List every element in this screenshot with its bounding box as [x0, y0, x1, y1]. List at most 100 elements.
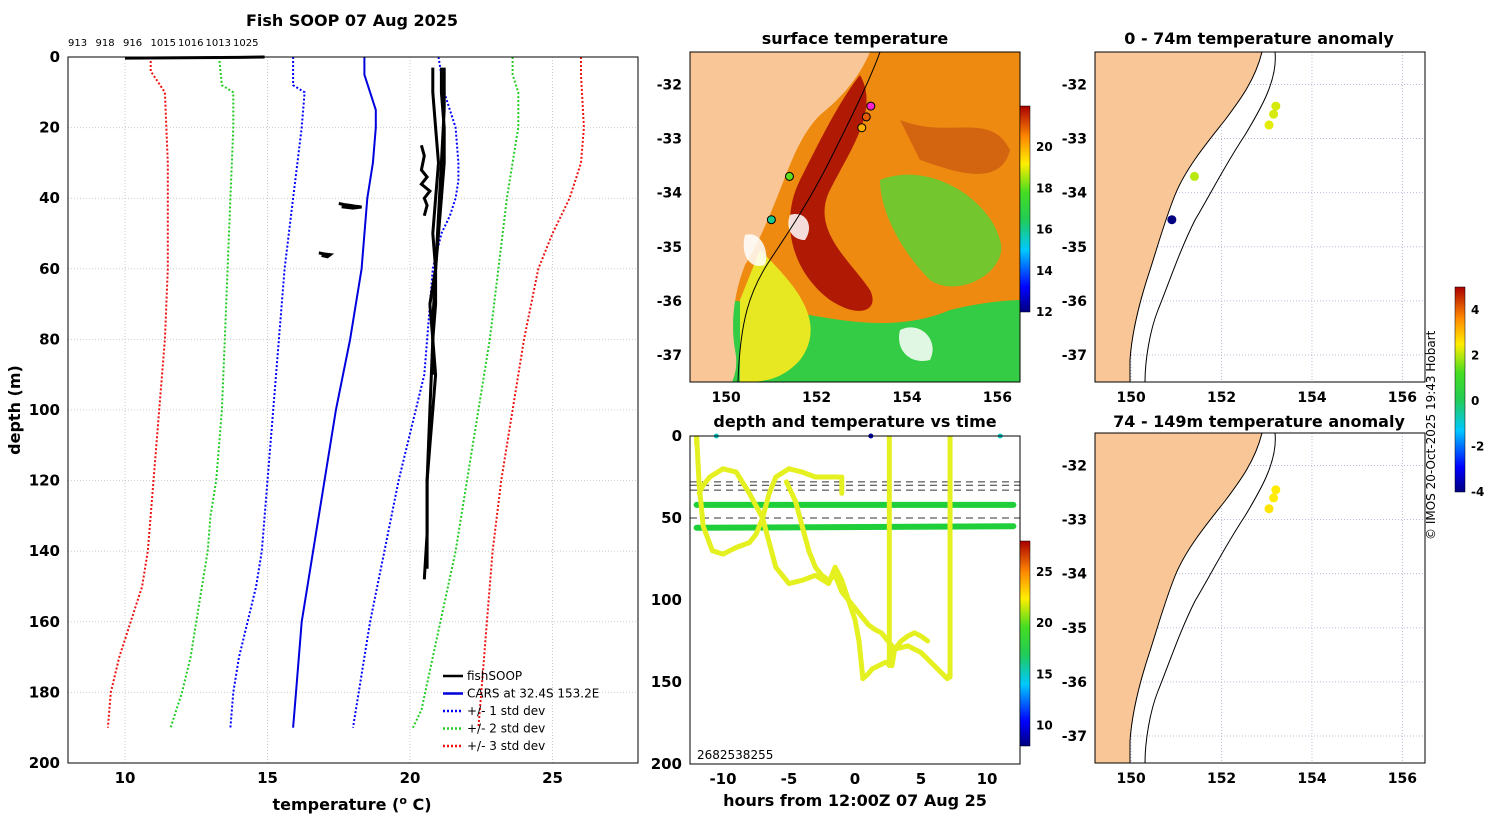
- profile-ytick-label: 180: [29, 683, 60, 701]
- profile-title: Fish SOOP 07 Aug 2025: [246, 11, 458, 30]
- map-lat-label: -35: [657, 240, 682, 256]
- map-lon-label: 152: [1207, 390, 1236, 406]
- sst-track-point: [857, 123, 867, 133]
- depth-time-series: [693, 436, 1017, 682]
- legend-label: +/- 1 std dev: [467, 704, 545, 718]
- legend-label: CARS at 32.4S 153.2E: [467, 687, 599, 701]
- profile-line: [106, 57, 169, 728]
- copyright-note: © IMOS 20-Oct-2025 19:43 Hobart: [1424, 330, 1438, 540]
- colorbar-tick-label: 0: [1471, 394, 1479, 408]
- profile-legend: fishSOOP CARS at 32.4S 153.2E +/- 1 std de…: [443, 669, 599, 753]
- map-lat-label: -32: [657, 77, 682, 93]
- fishsoop-trace: [431, 67, 446, 375]
- map-lon-label: 150: [1117, 390, 1146, 406]
- map-lon-label: 154: [1297, 390, 1326, 406]
- profile-panel: Fish SOOP 07 Aug 2025 913 918 916 1015 1016 1…: [5, 11, 639, 814]
- profile-ytick-label: 0: [50, 48, 60, 66]
- colorbar-tick-label: 14: [1036, 264, 1053, 278]
- anomaly-point: [1271, 485, 1281, 495]
- pressure-label: 913: [68, 38, 87, 49]
- depth-time-xtick-label: 0: [850, 770, 860, 788]
- map-lat-label: -34: [657, 186, 683, 202]
- anomaly-deep-ticks: 150 152 154 156 -32 -33 -34 -35 -36 -37: [1062, 458, 1417, 787]
- pressure-label: 1015: [151, 38, 176, 49]
- anomaly-point: [1189, 171, 1199, 181]
- depth-time-annotation: 2682538255: [697, 748, 773, 762]
- colorbar-tick-label: 20: [1036, 140, 1053, 154]
- map-lat-label: -37: [1062, 729, 1087, 745]
- sst-track-point: [861, 112, 871, 122]
- depth-time-ytick-label: 150: [651, 673, 682, 691]
- fishsoop-trace: [338, 202, 362, 210]
- anomaly-shallow-points: [1167, 101, 1281, 225]
- profile-xtick-label: 20: [400, 769, 421, 787]
- map-lat-label: -36: [1062, 675, 1087, 691]
- depth-time-colorbar-ticks: 10 15 20 25: [1036, 565, 1053, 733]
- profile-ytick-label: 80: [39, 330, 60, 348]
- profile-ytick-label: 20: [39, 119, 60, 137]
- profile-line: [229, 57, 306, 728]
- profile-line: [411, 57, 520, 729]
- colorbar-tick-label: 4: [1471, 303, 1479, 317]
- profile-ytick-label: 60: [39, 260, 60, 278]
- depth-trace: [693, 523, 1017, 531]
- profile-xtick-label: 15: [257, 769, 278, 787]
- depth-time-ytick-label: 50: [661, 509, 682, 527]
- depth-time-xtick-label: -5: [781, 770, 798, 788]
- colorbar-tick-label: 25: [1036, 565, 1053, 579]
- anomaly-shallow-land: [1095, 52, 1262, 382]
- legend-label: fishSOOP: [467, 669, 522, 683]
- map-lon-label: 156: [1388, 771, 1417, 787]
- sst-track-point: [766, 215, 776, 225]
- profile-line: [169, 56, 235, 729]
- map-lat-label: -36: [1062, 294, 1087, 310]
- anomaly-deep-land: [1095, 433, 1262, 763]
- pressure-label: 1025: [233, 38, 258, 49]
- profile-axes-frame: [67, 56, 639, 764]
- profile-line: [352, 56, 460, 728]
- map-lon-label: 152: [802, 390, 831, 406]
- sst-ship-track: [737, 52, 881, 382]
- map-lat-label: -35: [1062, 621, 1087, 637]
- pressure-labels: 913 918 916 1015 1016 1013 1025: [68, 38, 258, 49]
- anomaly-deep-frame: [1094, 432, 1426, 764]
- depth-time-ytick-label: 100: [651, 591, 682, 609]
- sst-warm-current: [790, 75, 873, 311]
- depth-time-xtick-label: -10: [709, 770, 736, 788]
- profile-xtick-label: 25: [542, 769, 563, 787]
- depth-time-xtick-label: 10: [977, 770, 998, 788]
- depth-time-colorbar: [1019, 540, 1031, 747]
- colorbar-tick-label: -2: [1471, 439, 1484, 453]
- sst-track-point: [866, 101, 876, 111]
- anomaly-point: [1264, 504, 1274, 514]
- map-lat-label: -32: [1062, 458, 1087, 474]
- profile-grid: [68, 56, 638, 764]
- map-lon-label: 150: [1117, 771, 1146, 787]
- map-lat-label: -36: [657, 294, 682, 310]
- colorbar-tick-label: 20: [1036, 616, 1053, 630]
- anomaly-point: [1269, 109, 1279, 119]
- depth-time-panel: depth and temperature vs time -10 -5 0 5 100…: [651, 412, 1053, 810]
- map-lat-label: -33: [1062, 132, 1087, 148]
- profile-ticks: 10 15 20 25 0 20 40 60 80 100 120 140 160 180 200: [29, 48, 563, 787]
- sst-yellow-band: [740, 250, 811, 382]
- map-lat-label: -34: [1062, 567, 1088, 583]
- anomaly-deep-isobath: [1144, 433, 1276, 763]
- anomaly-point: [1271, 101, 1281, 111]
- profile-line: [292, 57, 377, 728]
- map-lon-label: 154: [1297, 771, 1326, 787]
- profile-ytick-label: 40: [39, 189, 60, 207]
- sst-green-eddy: [880, 174, 1002, 287]
- profile-line: [477, 57, 585, 728]
- depth-time-ytick-label: 0: [672, 427, 682, 445]
- map-lon-label: 152: [1207, 771, 1236, 787]
- anomaly-shallow-panel: 0 - 74m temperature anomaly 150 152 154 156…: [1062, 29, 1426, 406]
- anomaly-deep-coast: [1129, 433, 1263, 763]
- legend-label: +/- 3 std dev: [467, 739, 545, 753]
- depth-time-ytick-label: 200: [651, 755, 682, 773]
- depth-time-xlabel: hours from 12:00Z 07 Aug 25: [723, 791, 987, 810]
- colorbar-tick-label: -4: [1471, 485, 1484, 499]
- colorbar-tick-label: 16: [1036, 223, 1053, 237]
